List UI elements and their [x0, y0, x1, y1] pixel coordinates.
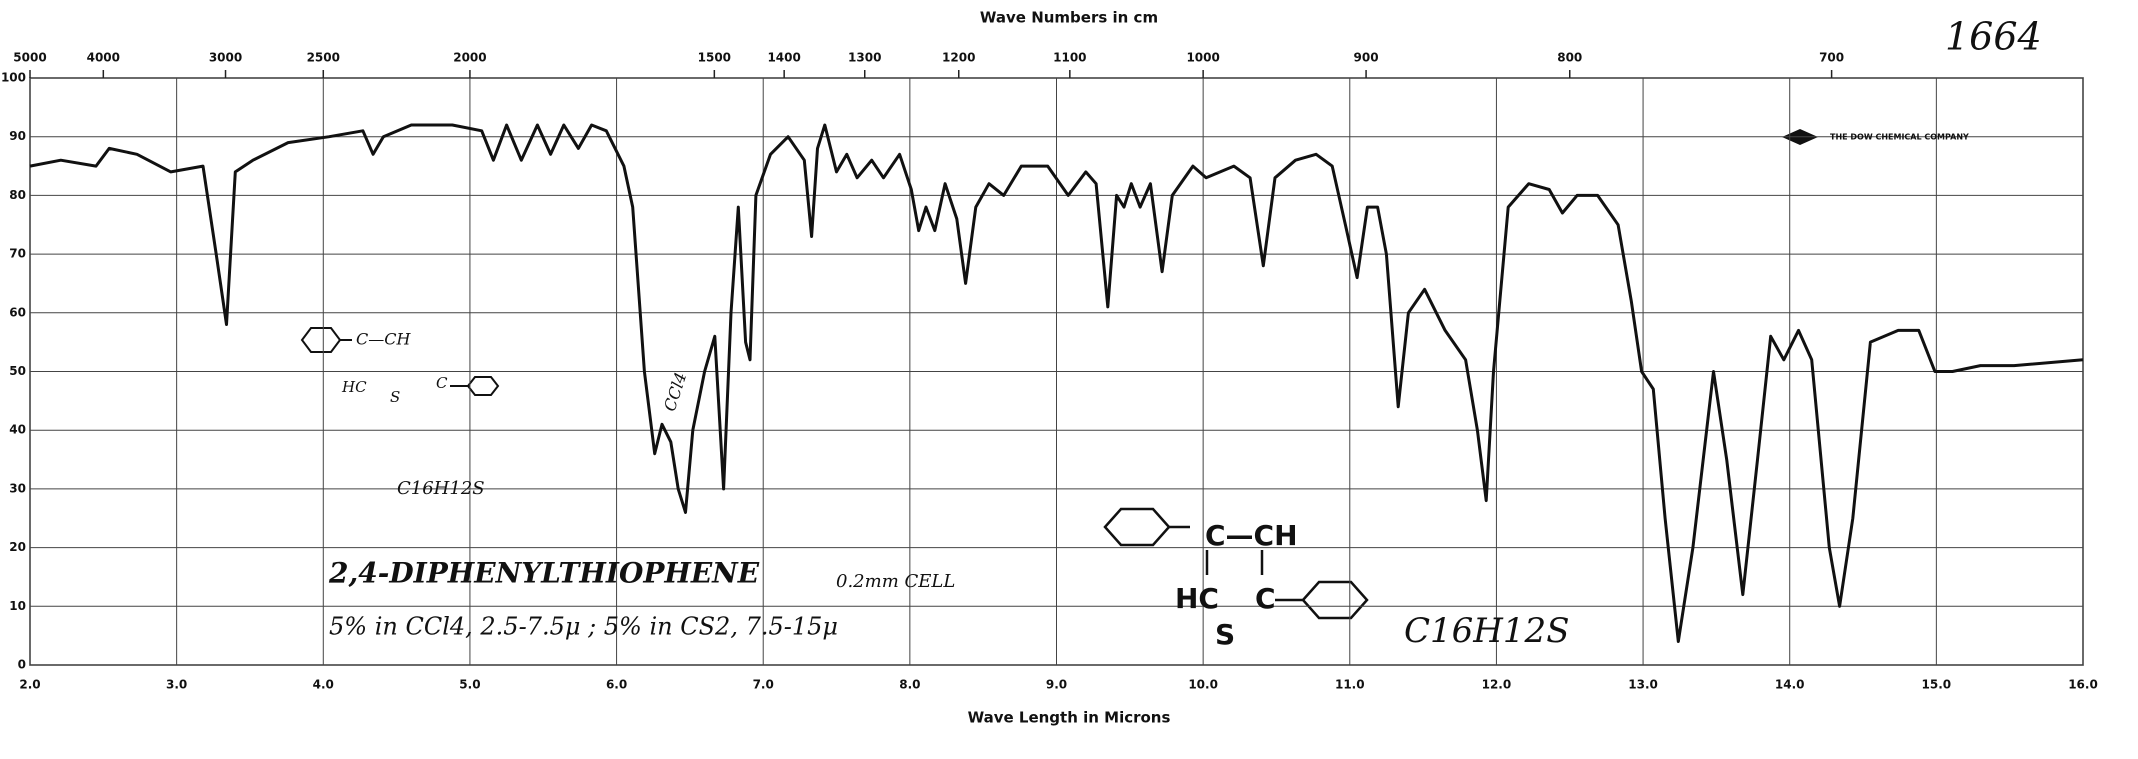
y-tick-label: 10: [9, 599, 26, 613]
y-tick-label: 80: [9, 188, 26, 202]
x2-tick-label: 2500: [307, 51, 340, 65]
structure-label: C: [1255, 582, 1276, 615]
x2-tick-label: 1100: [1053, 51, 1086, 65]
x-tick-label: 5.0: [459, 678, 480, 692]
x2-tick-label: 2000: [453, 51, 486, 65]
x2-tick-label: 700: [1819, 51, 1844, 65]
y-tick-label: 50: [9, 364, 26, 378]
x2-tick-label: 1200: [942, 51, 975, 65]
chart-title: Wave Numbers in cm: [980, 9, 1158, 27]
x-tick-label: 8.0: [899, 678, 920, 692]
y-tick-label: 20: [9, 540, 26, 554]
x-tick-label: 9.0: [1046, 678, 1067, 692]
structure-label: C—CH: [1205, 519, 1298, 552]
x2-tick-label: 800: [1557, 51, 1582, 65]
x2-tick-label: 1000: [1186, 51, 1219, 65]
y-tick-label: 90: [9, 129, 26, 143]
structure-label: C: [436, 374, 448, 392]
x2-tick-label: 3000: [209, 51, 242, 65]
x-tick-label: 7.0: [753, 678, 774, 692]
x2-tick-label: 1300: [848, 51, 881, 65]
x-tick-label: 6.0: [606, 678, 627, 692]
x-tick-label: 13.0: [1628, 678, 1658, 692]
y-tick-label: 30: [9, 481, 26, 495]
x-axis-label: Wave Length in Microns: [968, 709, 1171, 727]
x-tick-label: 12.0: [1482, 678, 1512, 692]
structure-label: HC: [341, 378, 367, 396]
y-tick-label: 70: [9, 247, 26, 261]
benzene-ring: [300, 327, 342, 353]
cell-note: 0.2mm CELL: [836, 571, 955, 592]
x-tick-label: 14.0: [1775, 678, 1805, 692]
compound-name: 2,4-DIPHENYLTHIOPHENE: [328, 557, 760, 590]
formula: C16H12S: [1404, 611, 1569, 651]
x-tick-label: 10.0: [1188, 678, 1218, 692]
x-tick-label: 3.0: [166, 678, 187, 692]
solvent-band-note: CCl4: [660, 370, 690, 414]
structure-label: S: [1215, 618, 1235, 651]
x-tick-label: 15.0: [1922, 678, 1952, 692]
x-tick-label: 16.0: [2068, 678, 2098, 692]
solvent-note: 5% in CCl4, 2.5-7.5μ ; 5% in CS2, 7.5-15…: [329, 613, 838, 641]
x-tick-label: 11.0: [1335, 678, 1365, 692]
x-tick-label: 4.0: [313, 678, 334, 692]
x2-tick-label: 4000: [87, 51, 120, 65]
x2-tick-label: 1500: [698, 51, 731, 65]
y-tick-label: 0: [18, 658, 26, 672]
structure-drawing: [300, 327, 1369, 620]
spectrum-line: [29, 123, 2084, 643]
benzene-ring: [1103, 507, 1171, 547]
x2-tick-label: 1400: [767, 51, 800, 65]
company-name: THE DOW CHEMICAL COMPANY: [1830, 133, 1969, 142]
x2-tick-label: 900: [1354, 51, 1379, 65]
benzene-ring: [466, 376, 500, 396]
structure-label: C—CH: [356, 330, 411, 349]
formula-small: C16H12S: [397, 478, 485, 499]
y-tick-label: 60: [9, 305, 26, 319]
structure-label: S: [390, 388, 400, 406]
sheet-number: 1664: [1945, 15, 2042, 59]
structure-label: HC: [1175, 582, 1219, 615]
x-tick-label: 2.0: [19, 678, 40, 692]
y-tick-label: 100: [1, 71, 26, 85]
x2-tick-label: 5000: [13, 51, 46, 65]
y-tick-label: 40: [9, 423, 26, 437]
benzene-ring: [1301, 580, 1369, 620]
